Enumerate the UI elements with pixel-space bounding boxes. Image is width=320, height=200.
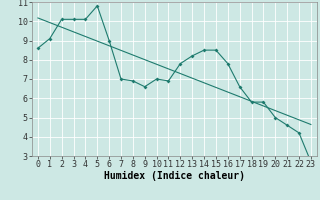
X-axis label: Humidex (Indice chaleur): Humidex (Indice chaleur)	[104, 171, 245, 181]
